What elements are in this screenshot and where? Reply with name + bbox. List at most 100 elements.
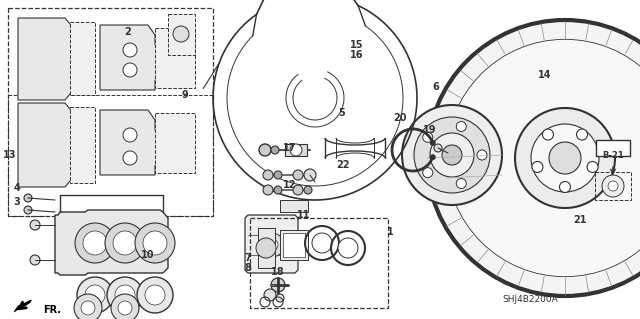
Circle shape [414, 117, 490, 193]
Text: 20: 20 [393, 113, 407, 123]
Circle shape [123, 43, 137, 57]
Circle shape [123, 151, 137, 165]
Circle shape [602, 175, 624, 197]
Text: B-21: B-21 [602, 152, 624, 160]
Polygon shape [258, 228, 275, 268]
Text: 16: 16 [350, 50, 364, 60]
Text: 9: 9 [182, 90, 188, 100]
Text: 5: 5 [339, 108, 346, 118]
Circle shape [434, 144, 442, 152]
Circle shape [338, 238, 358, 258]
Circle shape [531, 124, 599, 192]
Circle shape [24, 194, 32, 202]
Circle shape [263, 185, 273, 195]
Circle shape [135, 223, 175, 263]
Text: 10: 10 [141, 250, 155, 260]
Text: 12: 12 [284, 180, 297, 190]
Circle shape [115, 285, 135, 305]
Circle shape [24, 206, 32, 214]
Circle shape [427, 20, 640, 296]
Polygon shape [55, 210, 168, 275]
Circle shape [266, 239, 278, 251]
Polygon shape [280, 230, 308, 260]
Circle shape [123, 63, 137, 77]
Bar [8, 95, 213, 216]
Circle shape [143, 231, 167, 255]
Circle shape [74, 294, 102, 319]
Circle shape [304, 186, 312, 194]
Polygon shape [70, 22, 95, 95]
Bar [595, 172, 631, 200]
Text: 18: 18 [271, 267, 285, 277]
Circle shape [559, 182, 570, 192]
Circle shape [423, 132, 433, 142]
Circle shape [274, 171, 282, 179]
Circle shape [85, 285, 105, 305]
Circle shape [446, 39, 640, 277]
Text: 11: 11 [297, 210, 311, 220]
Polygon shape [155, 113, 195, 173]
Polygon shape [280, 200, 308, 212]
Circle shape [256, 238, 276, 258]
Bar [596, 140, 630, 156]
Text: 2: 2 [125, 27, 131, 37]
Text: 6: 6 [433, 82, 440, 92]
Circle shape [442, 145, 462, 165]
Polygon shape [155, 28, 195, 88]
Polygon shape [283, 233, 305, 257]
Text: 14: 14 [538, 70, 552, 80]
Text: 17: 17 [284, 143, 297, 153]
Polygon shape [18, 103, 75, 187]
Circle shape [423, 167, 433, 178]
Circle shape [30, 255, 40, 265]
Circle shape [137, 277, 173, 313]
Circle shape [304, 169, 316, 181]
Circle shape [608, 181, 618, 191]
Circle shape [290, 144, 302, 156]
Circle shape [123, 128, 137, 142]
Text: 7: 7 [244, 253, 252, 263]
Circle shape [587, 161, 598, 173]
Polygon shape [14, 300, 32, 312]
Circle shape [304, 171, 312, 179]
Polygon shape [70, 107, 95, 183]
Circle shape [105, 223, 145, 263]
Circle shape [429, 140, 436, 146]
Circle shape [83, 231, 107, 255]
Circle shape [456, 122, 467, 131]
Circle shape [274, 186, 282, 194]
Polygon shape [18, 18, 75, 100]
Circle shape [312, 233, 332, 253]
Circle shape [75, 223, 115, 263]
Bar [250, 218, 388, 308]
Circle shape [81, 301, 95, 315]
Circle shape [402, 105, 502, 205]
Text: 1: 1 [387, 227, 394, 237]
Text: 3: 3 [13, 197, 20, 207]
Circle shape [113, 231, 137, 255]
Circle shape [264, 289, 276, 301]
Circle shape [577, 129, 588, 140]
Circle shape [477, 150, 487, 160]
Text: 13: 13 [3, 150, 17, 160]
Circle shape [293, 170, 303, 180]
Circle shape [145, 285, 165, 305]
Circle shape [293, 185, 303, 195]
Circle shape [515, 108, 615, 208]
Circle shape [532, 161, 543, 173]
Text: 21: 21 [573, 215, 587, 225]
Circle shape [263, 170, 273, 180]
Polygon shape [100, 25, 165, 90]
Circle shape [543, 129, 554, 140]
Circle shape [111, 294, 139, 319]
Text: 4: 4 [13, 183, 20, 193]
Bar [8, 8, 213, 216]
Text: 8: 8 [244, 263, 252, 273]
Text: FR.: FR. [43, 305, 61, 315]
Text: SHJ4B2200A: SHJ4B2200A [502, 295, 558, 305]
Circle shape [118, 301, 132, 315]
Polygon shape [100, 110, 165, 175]
Circle shape [429, 154, 436, 160]
Circle shape [271, 146, 279, 154]
Circle shape [271, 278, 285, 292]
